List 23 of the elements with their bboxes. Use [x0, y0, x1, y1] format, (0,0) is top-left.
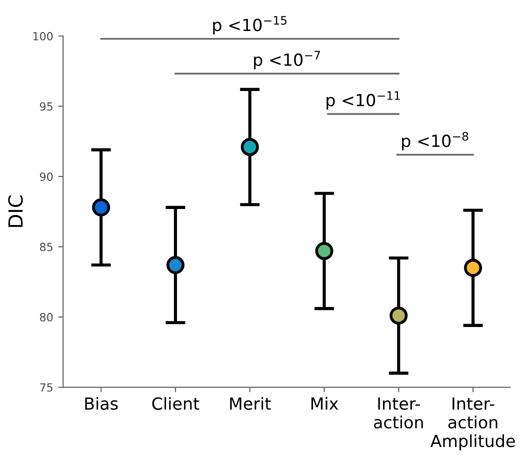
- point: [390, 306, 408, 325]
- annotation: p <10$^{−7}$: [254, 50, 320, 70]
- point: [464, 258, 482, 277]
- point: [240, 138, 259, 156]
- text: p <10$^{−15}$: [213, 16, 286, 34]
- annotation: p <10$^{−8}$: [402, 132, 468, 150]
- point: [92, 198, 110, 216]
- y-tick-label: 80: [40, 312, 53, 322]
- x-tick-label: Merit: [230, 396, 271, 410]
- y-tick-label: 85: [40, 242, 52, 252]
- x-tick-label: Inter- action Amplitude: [430, 397, 515, 450]
- y-axis-title: DIC: [8, 196, 23, 227]
- point: [315, 242, 334, 260]
- y-tick-label: 95: [40, 102, 52, 111]
- annotation: p <10$^{−11}$: [326, 91, 400, 110]
- point: [166, 256, 184, 274]
- x-tick-label: Bias: [85, 396, 118, 410]
- y-tick-label: 75: [40, 383, 52, 392]
- y-tick-label: 100: [33, 32, 53, 40]
- y-tick-label: 90: [40, 172, 53, 181]
- x-tick-label: Mix: [311, 396, 338, 410]
- x-tick-label: Inter- action: [374, 397, 423, 429]
- x-tick-label: Client: [152, 396, 200, 410]
